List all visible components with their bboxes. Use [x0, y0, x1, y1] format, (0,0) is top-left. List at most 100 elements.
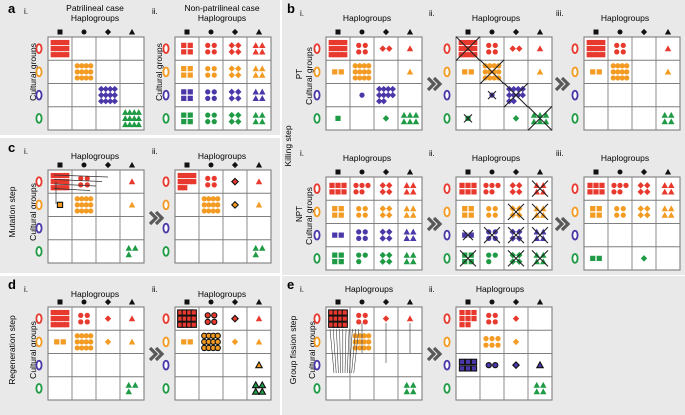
triangle-marker: [403, 211, 410, 218]
cultural-group-oval-icon: [35, 199, 43, 211]
triangle-marker: [128, 338, 136, 345]
diamond-marker: [380, 97, 387, 105]
cultural-group-oval-icon: [571, 183, 579, 194]
circle-marker: [357, 345, 363, 351]
circle-marker: [201, 208, 207, 214]
cultural-group-oval-icon: [313, 206, 321, 218]
diamond-marker: [228, 118, 235, 125]
circle-column-icon: [81, 299, 87, 305]
square-marker: [590, 206, 596, 212]
square-marker: [187, 89, 193, 95]
diamond-marker: [379, 45, 386, 52]
square-column-icon: [57, 162, 63, 168]
square-marker: [341, 315, 348, 322]
square-marker: [468, 232, 474, 238]
diamond-marker: [509, 45, 516, 52]
square-marker: [187, 95, 193, 101]
triangle-marker: [400, 111, 408, 118]
fission-arrow: [346, 328, 350, 374]
square-marker: [471, 316, 477, 322]
square-marker: [64, 185, 70, 191]
circle-marker: [211, 95, 217, 101]
square-marker: [59, 179, 65, 185]
triangle-marker: [410, 258, 417, 265]
circle-marker: [84, 182, 90, 188]
diamond-marker: [510, 85, 517, 93]
square-marker: [332, 206, 338, 212]
diamond-marker: [111, 85, 118, 93]
triangle-marker: [259, 111, 266, 118]
diamond-marker: [515, 85, 522, 93]
square-marker: [333, 39, 339, 46]
circle-marker: [211, 182, 217, 188]
diamond-marker: [111, 97, 118, 105]
circle-column-icon: [208, 162, 214, 168]
square-marker: [471, 189, 477, 195]
double-chevron-arrow-icon: [554, 76, 571, 92]
triangle-marker: [122, 115, 129, 121]
triangle-marker: [252, 251, 259, 258]
circle-marker: [83, 69, 89, 75]
triangle-marker: [252, 111, 259, 118]
square-marker: [463, 39, 469, 46]
square-marker: [600, 52, 606, 58]
circle-marker: [489, 182, 495, 188]
diamond-marker: [104, 338, 112, 346]
panel-b-npt-iii-title: Haplogroups: [601, 153, 649, 163]
panel-a-i-grid: [35, 28, 145, 131]
triangle-marker: [406, 45, 414, 52]
circle-marker: [614, 42, 620, 48]
triangle-marker: [536, 68, 544, 75]
circle-marker: [79, 63, 85, 69]
diamond-marker: [102, 91, 109, 99]
cultural-group-oval-icon: [443, 313, 451, 324]
square-column-icon: [465, 169, 471, 175]
triangle-marker: [400, 118, 408, 125]
square-marker: [59, 309, 65, 316]
square-marker: [64, 179, 70, 185]
diamond-marker: [640, 255, 648, 262]
panel-a-i: i.: [24, 7, 28, 16]
circle-marker: [492, 319, 498, 325]
circle-marker: [79, 202, 85, 208]
square-marker: [64, 46, 70, 52]
cultural-group-oval-icon: [35, 89, 43, 101]
mutation-step-label: Mutation step: [7, 186, 17, 237]
diamond-marker: [512, 115, 520, 122]
circle-marker: [205, 119, 211, 125]
triangle-column-icon: [536, 168, 544, 175]
square-marker: [338, 232, 344, 238]
circle-marker: [83, 333, 89, 339]
square-marker: [187, 42, 193, 48]
diamond-marker: [644, 205, 651, 212]
fission-arrow: [332, 328, 337, 374]
circle-marker: [83, 339, 89, 345]
diamond-marker: [509, 188, 516, 196]
square-marker: [342, 52, 348, 58]
diamond-marker: [386, 235, 393, 242]
circle-marker: [614, 206, 620, 212]
square-marker: [59, 39, 65, 46]
circle-marker: [619, 63, 625, 69]
triangle-marker: [131, 115, 138, 121]
circle-marker: [79, 208, 85, 214]
diamond-marker: [376, 97, 383, 105]
triangle-column-icon: [128, 28, 136, 35]
circle-marker: [215, 208, 221, 214]
square-marker: [50, 172, 56, 179]
triangle-column-icon: [406, 298, 414, 305]
panel-b-pt-ii-grid: [443, 28, 553, 131]
triangle-marker: [668, 205, 675, 212]
circle-marker: [88, 69, 94, 75]
circle-marker: [361, 345, 367, 351]
triangle-marker: [536, 45, 544, 52]
square-marker: [332, 259, 338, 265]
square-marker: [465, 182, 471, 188]
panel-b-pt-iii-title: Haplogroups: [601, 13, 649, 23]
cultural-group-oval-icon: [313, 383, 321, 394]
circle-marker: [614, 212, 620, 218]
cultural-group-oval-icon: [35, 246, 43, 257]
diamond-marker: [382, 315, 390, 322]
circle-marker: [79, 75, 85, 81]
circle-marker: [74, 345, 80, 351]
